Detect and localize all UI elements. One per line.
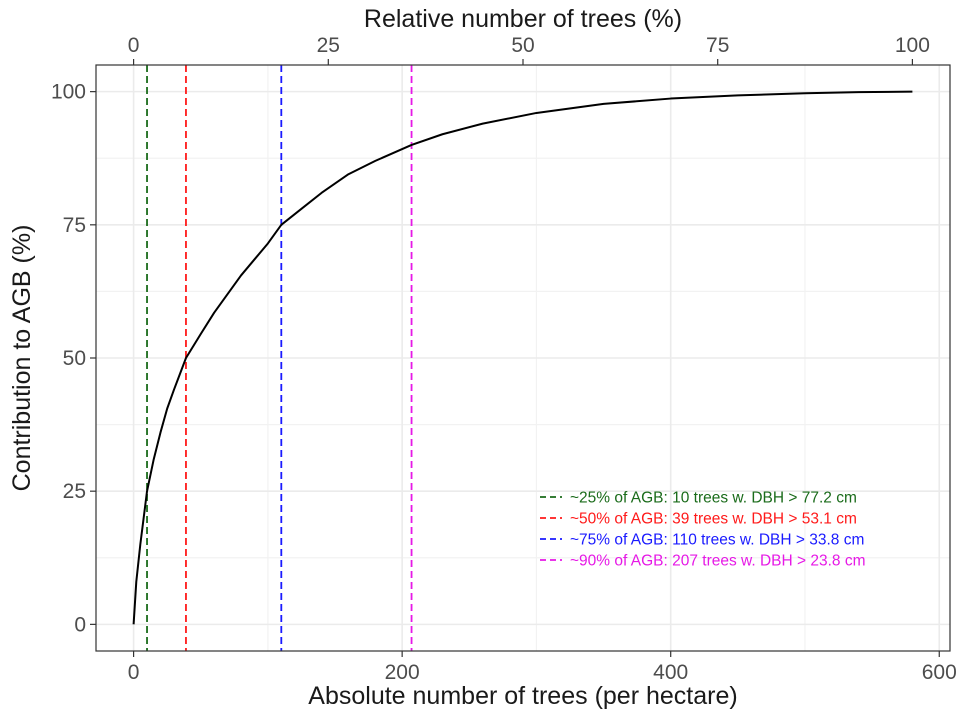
y-tick-label: 50: [63, 347, 86, 370]
x-axis-title: Absolute number of trees (per hectare): [308, 682, 737, 710]
y-axis-title: Contribution to AGB (%): [8, 225, 36, 492]
y-tick-label: 0: [74, 613, 86, 636]
tick-labels: 0 200 400 600 0 25 50 75 100 0 25 50 75 100: [51, 34, 957, 684]
legend-label-4: ~90% of AGB: 207 trees w. DBH > 23.8 cm: [570, 553, 866, 570]
x2-tick-label: 0: [128, 34, 140, 57]
y-tick-label: 100: [51, 81, 86, 104]
curves: [132, 90, 913, 625]
x-tick-label: 600: [922, 661, 957, 684]
top-axis-title: Relative number of trees (%): [364, 5, 682, 33]
cumulative-agb-curve: [132, 90, 913, 625]
x-tick-label: 0: [128, 661, 140, 684]
y-tick-label: 75: [63, 214, 86, 237]
legend-label-2: ~50% of AGB: 39 trees w. DBH > 53.1 cm: [570, 511, 857, 528]
reference-lines: [146, 65, 413, 651]
x2-tick-label: 75: [706, 34, 729, 57]
x2-tick-label: 50: [511, 34, 534, 57]
axis-ticks: [90, 59, 940, 657]
x2-tick-label: 100: [895, 34, 930, 57]
legend: ~25% of AGB: 10 trees w. DBH > 77.2 cm ~5…: [540, 490, 866, 570]
y-tick-label: 25: [63, 480, 86, 503]
x-tick-label: 400: [653, 661, 688, 684]
major-gridlines: [96, 65, 950, 651]
x2-tick-label: 25: [317, 34, 340, 57]
x-tick-label: 200: [385, 661, 420, 684]
legend-label-3: ~75% of AGB: 110 trees w. DBH > 33.8 cm: [570, 532, 864, 549]
legend-label-1: ~25% of AGB: 10 trees w. DBH > 77.2 cm: [570, 490, 857, 507]
